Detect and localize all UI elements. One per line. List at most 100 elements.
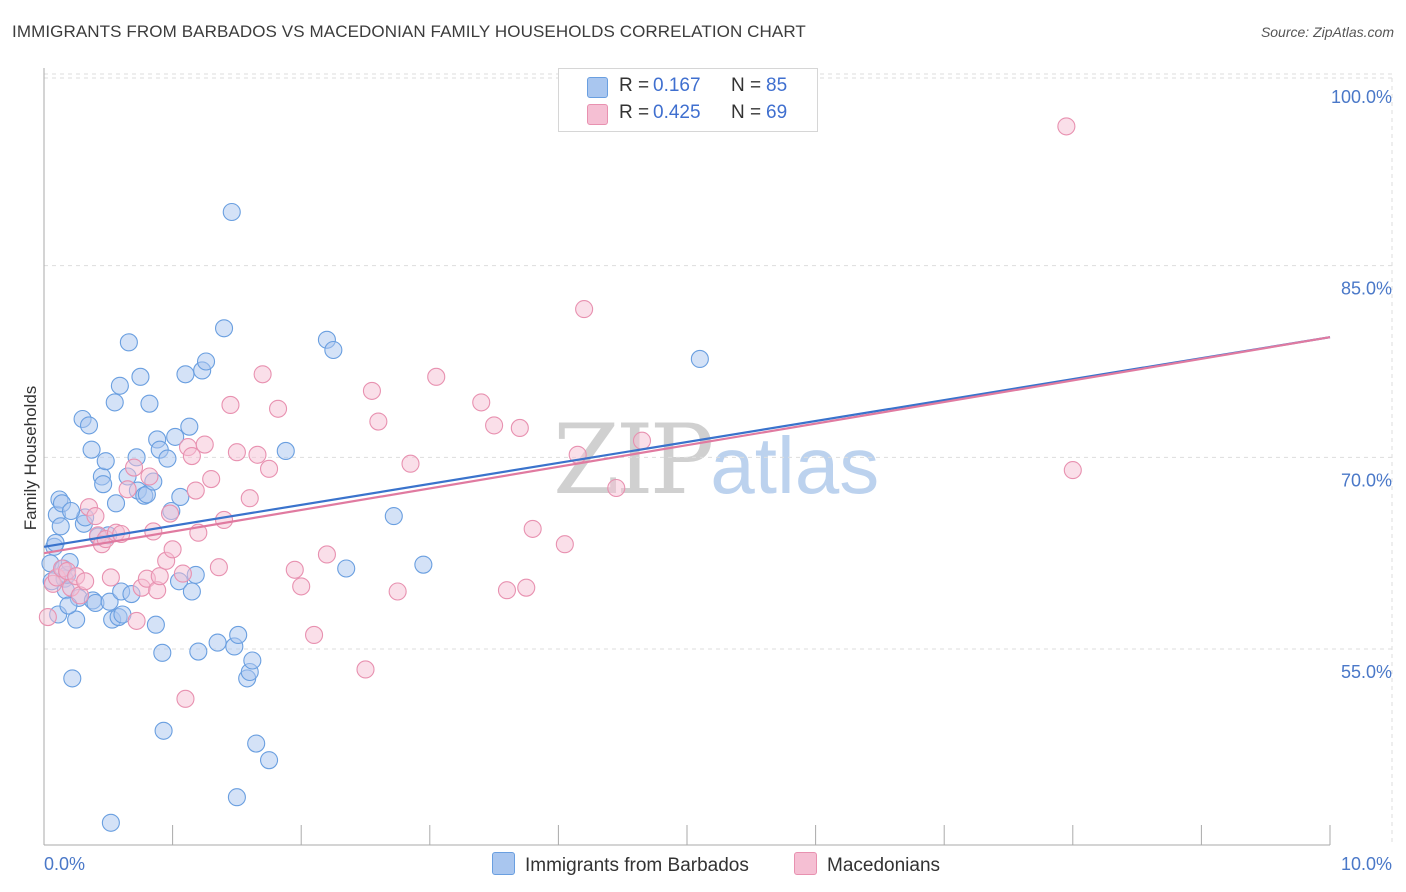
barbados-point bbox=[146, 615, 165, 634]
grid-lines bbox=[44, 73, 1393, 845]
legend-r-value: 0.425 bbox=[653, 102, 701, 123]
barbados-point bbox=[67, 610, 86, 629]
legend-n-value: 69 bbox=[766, 102, 788, 123]
barbados-point bbox=[106, 494, 126, 513]
macedonians-point bbox=[517, 578, 536, 597]
macedonians-point bbox=[259, 459, 279, 478]
barbados-point bbox=[247, 734, 266, 753]
axis-ticks bbox=[43, 825, 1331, 845]
barbados-point bbox=[227, 788, 246, 807]
macedonians-point bbox=[369, 412, 388, 431]
macedonians-point bbox=[182, 447, 201, 466]
macedonians-point bbox=[472, 393, 491, 412]
macedonians-point bbox=[221, 395, 240, 414]
trend-line-macedonians bbox=[43, 336, 1331, 555]
macedonians-point bbox=[607, 478, 626, 498]
barbados-point bbox=[222, 202, 241, 222]
bottom-legend-macedonians: Macedonians bbox=[794, 852, 940, 877]
macedonians-point bbox=[285, 560, 304, 579]
barbados-point bbox=[96, 452, 115, 471]
y-tick-label: 100.0% bbox=[1331, 87, 1392, 107]
barbados-point bbox=[61, 501, 81, 521]
barbados-point bbox=[82, 440, 101, 459]
barbados-point bbox=[243, 651, 262, 670]
legend-swatch-pink bbox=[587, 104, 608, 125]
legend-n-value: 85 bbox=[766, 75, 788, 96]
macedonians-point bbox=[163, 540, 182, 559]
barbados-point bbox=[276, 441, 295, 460]
barbados-point bbox=[384, 507, 403, 526]
series-macedonians-points bbox=[38, 117, 1082, 708]
macedonians-point bbox=[150, 567, 169, 586]
y-tick-label: 85.0% bbox=[1341, 279, 1392, 299]
macedonians-point bbox=[160, 504, 180, 523]
barbados-point bbox=[131, 367, 150, 386]
macedonians-point bbox=[76, 572, 95, 591]
macedonians-point bbox=[497, 581, 517, 600]
barbados-point bbox=[196, 352, 216, 371]
macedonians-point bbox=[214, 510, 234, 529]
macedonians-point bbox=[305, 625, 324, 644]
bottom-legend-label-macedonians: Macedonians bbox=[827, 855, 941, 876]
barbados-point bbox=[140, 394, 159, 413]
macedonians-point bbox=[356, 660, 375, 679]
legend-r-label: R = bbox=[619, 102, 650, 123]
macedonians-point bbox=[209, 558, 228, 577]
barbados-point bbox=[208, 633, 227, 652]
barbados-point bbox=[105, 393, 124, 412]
barbados-point bbox=[100, 592, 119, 611]
barbados-point bbox=[110, 376, 129, 395]
macedonians-point bbox=[401, 454, 420, 473]
barbados-point bbox=[119, 333, 138, 352]
macedonians-point bbox=[253, 365, 272, 384]
barbados-point bbox=[63, 669, 82, 688]
legend-n-label: N = bbox=[731, 75, 762, 96]
bottom-legend-swatch-pink bbox=[794, 852, 817, 875]
legend-n-label: N = bbox=[731, 102, 762, 123]
legend-r-value: 0.167 bbox=[653, 75, 701, 96]
barbados-point bbox=[166, 427, 185, 446]
barbados-point bbox=[214, 319, 234, 338]
macedonians-point bbox=[140, 467, 159, 486]
bottom-legend-swatch-blue bbox=[492, 852, 515, 875]
macedonians-point bbox=[388, 582, 407, 601]
macedonians-point bbox=[186, 481, 205, 500]
macedonians-point bbox=[292, 577, 311, 596]
macedonians-point bbox=[202, 470, 221, 489]
barbados-point bbox=[189, 642, 208, 661]
macedonians-point bbox=[173, 564, 192, 583]
macedonians-point bbox=[317, 545, 336, 564]
barbados-point bbox=[180, 417, 199, 436]
macedonians-point bbox=[632, 431, 652, 450]
y-tick-label: 55.0% bbox=[1341, 662, 1392, 682]
y-axis-title: Family Households bbox=[21, 386, 40, 531]
barbados-point bbox=[229, 625, 248, 644]
macedonians-point bbox=[86, 507, 105, 526]
macedonians-point bbox=[124, 458, 144, 477]
y-tick-label: 70.0% bbox=[1341, 470, 1392, 490]
macedonians-point bbox=[248, 445, 267, 464]
macedonians-point bbox=[1063, 461, 1082, 480]
barbados-point bbox=[414, 555, 433, 574]
barbados-point bbox=[51, 517, 70, 536]
barbados-point bbox=[171, 487, 190, 506]
barbados-point bbox=[158, 449, 177, 468]
macedonians-point bbox=[362, 381, 381, 400]
barbados-point bbox=[690, 349, 709, 368]
chart-title: IMMIGRANTS FROM BARBADOS VS MACEDONIAN F… bbox=[12, 22, 806, 41]
x-tick-label-max: 10.0% bbox=[1341, 854, 1392, 874]
macedonians-point bbox=[127, 611, 146, 630]
barbados-point bbox=[182, 582, 201, 601]
barbados-point bbox=[59, 596, 78, 615]
legend-swatch-blue bbox=[587, 77, 608, 98]
barbados-point bbox=[324, 340, 343, 360]
macedonians-point bbox=[510, 418, 529, 437]
barbados-point bbox=[101, 813, 120, 832]
macedonians-point bbox=[575, 300, 594, 319]
macedonians-point bbox=[485, 416, 504, 435]
macedonians-point bbox=[195, 435, 214, 454]
macedonians-point bbox=[144, 522, 163, 541]
macedonians-point bbox=[176, 689, 195, 708]
trend-lines bbox=[43, 336, 1331, 555]
macedonians-point bbox=[101, 568, 120, 587]
